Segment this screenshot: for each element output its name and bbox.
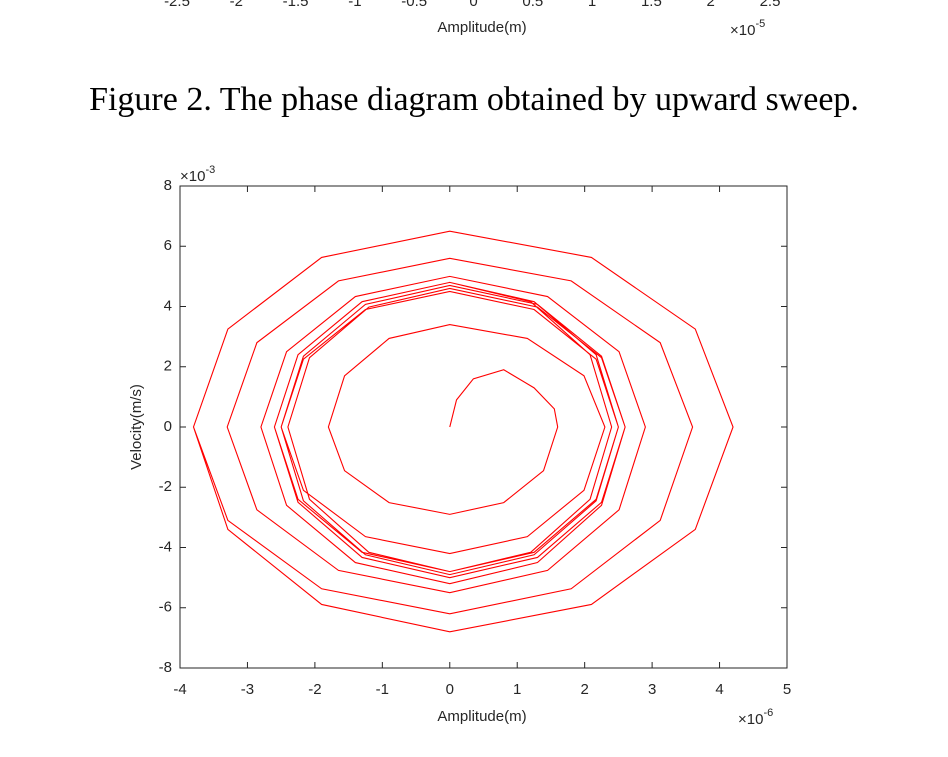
y-tick-label: 2: [164, 358, 172, 375]
phase-line: [192, 230, 734, 633]
multiplier-base: ×10: [738, 711, 763, 728]
multiplier-exponent: -5: [755, 18, 765, 30]
prev-x-tick-label: -1: [348, 0, 361, 10]
x-tick-label: -2: [308, 681, 321, 698]
y-tick-label: 0: [164, 418, 172, 435]
x-tick-label: 0: [446, 681, 454, 698]
prev-x-tick-label: 2.5: [760, 0, 781, 10]
y-tick-label: 4: [164, 297, 172, 314]
x-axis-label: Amplitude(m): [437, 708, 526, 725]
x-multiplier: ×10-6: [738, 707, 773, 728]
y-multiplier: ×10-3: [180, 164, 215, 185]
prev-x-tick-label: 2: [707, 0, 715, 10]
x-tick-label: 5: [783, 681, 791, 698]
x-tick-label: 3: [648, 681, 656, 698]
x-tick-label: 1: [513, 681, 521, 698]
multiplier-exponent: -6: [763, 707, 773, 719]
y-tick-label: -2: [159, 478, 172, 495]
y-tick-label: 8: [164, 177, 172, 194]
y-tick-label: -4: [159, 538, 172, 555]
y-axis-label: Velocity(m/s): [128, 384, 145, 470]
x-tick-label: -4: [173, 681, 186, 698]
prev-x-tick-label: 1.5: [641, 0, 662, 10]
x-tick-label: -3: [241, 681, 254, 698]
y-tick-label: -6: [159, 599, 172, 616]
plot-frame: [179, 185, 788, 669]
prev-x-tick-label: 0: [469, 0, 477, 10]
prev-x-tick-label: 1: [588, 0, 596, 10]
prev-x-tick-label: -2: [230, 0, 243, 10]
prev-x-tick-label: 0.5: [522, 0, 543, 10]
prev-x-multiplier: ×10-5: [730, 18, 765, 39]
caption: Figure 2. The phase diagram obtained by …: [89, 81, 859, 118]
y-tick-label: -8: [159, 659, 172, 676]
prev-x-label: Amplitude(m): [437, 19, 526, 36]
x-tick-label: 4: [715, 681, 723, 698]
prev-x-tick-label: -2.5: [164, 0, 190, 10]
multiplier-base: ×10: [730, 22, 755, 39]
multiplier-exponent: -3: [205, 164, 215, 176]
prev-x-tick-label: -1.5: [283, 0, 309, 10]
prev-x-tick-label: -0.5: [401, 0, 427, 10]
x-tick-label: 2: [580, 681, 588, 698]
multiplier-base: ×10: [180, 168, 205, 185]
y-tick-label: 6: [164, 237, 172, 254]
x-tick-label: -1: [376, 681, 389, 698]
